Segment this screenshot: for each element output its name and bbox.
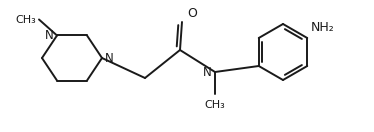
Text: N: N [45,29,54,42]
Text: CH₃: CH₃ [205,100,226,110]
Text: CH₃: CH₃ [15,15,36,25]
Text: N: N [203,65,212,79]
Text: NH₂: NH₂ [311,21,335,34]
Text: N: N [105,51,114,65]
Text: O: O [187,7,197,20]
